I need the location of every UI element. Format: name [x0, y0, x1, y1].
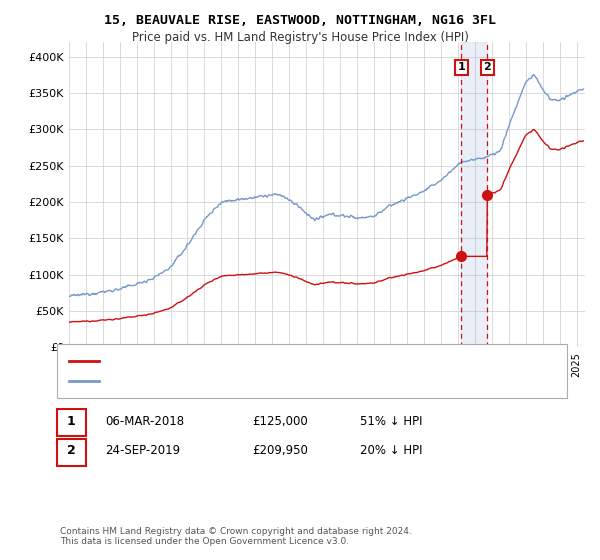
- Bar: [461, 42, 487, 347]
- Text: 51% ↓ HPI: 51% ↓ HPI: [360, 414, 422, 428]
- Text: HPI: Average price, detached house, Broxtowe: HPI: Average price, detached house, Brox…: [105, 376, 347, 386]
- Text: 2: 2: [484, 62, 491, 72]
- Text: Contains HM Land Registry data © Crown copyright and database right 2024.
This d: Contains HM Land Registry data © Crown c…: [60, 526, 412, 546]
- Text: 2: 2: [67, 444, 76, 458]
- Text: 06-MAR-2018: 06-MAR-2018: [105, 414, 184, 428]
- Text: 24-SEP-2019: 24-SEP-2019: [105, 444, 180, 458]
- Text: 1: 1: [457, 62, 465, 72]
- Text: 15, BEAUVALE RISE, EASTWOOD, NOTTINGHAM, NG16 3FL: 15, BEAUVALE RISE, EASTWOOD, NOTTINGHAM,…: [104, 14, 496, 27]
- Text: 1: 1: [67, 414, 76, 428]
- Text: 15, BEAUVALE RISE, EASTWOOD, NOTTINGHAM, NG16 3FL (detached house): 15, BEAUVALE RISE, EASTWOOD, NOTTINGHAM,…: [105, 356, 503, 366]
- Text: £125,000: £125,000: [252, 414, 308, 428]
- Text: 20% ↓ HPI: 20% ↓ HPI: [360, 444, 422, 458]
- Text: £209,950: £209,950: [252, 444, 308, 458]
- Text: Price paid vs. HM Land Registry's House Price Index (HPI): Price paid vs. HM Land Registry's House …: [131, 31, 469, 44]
